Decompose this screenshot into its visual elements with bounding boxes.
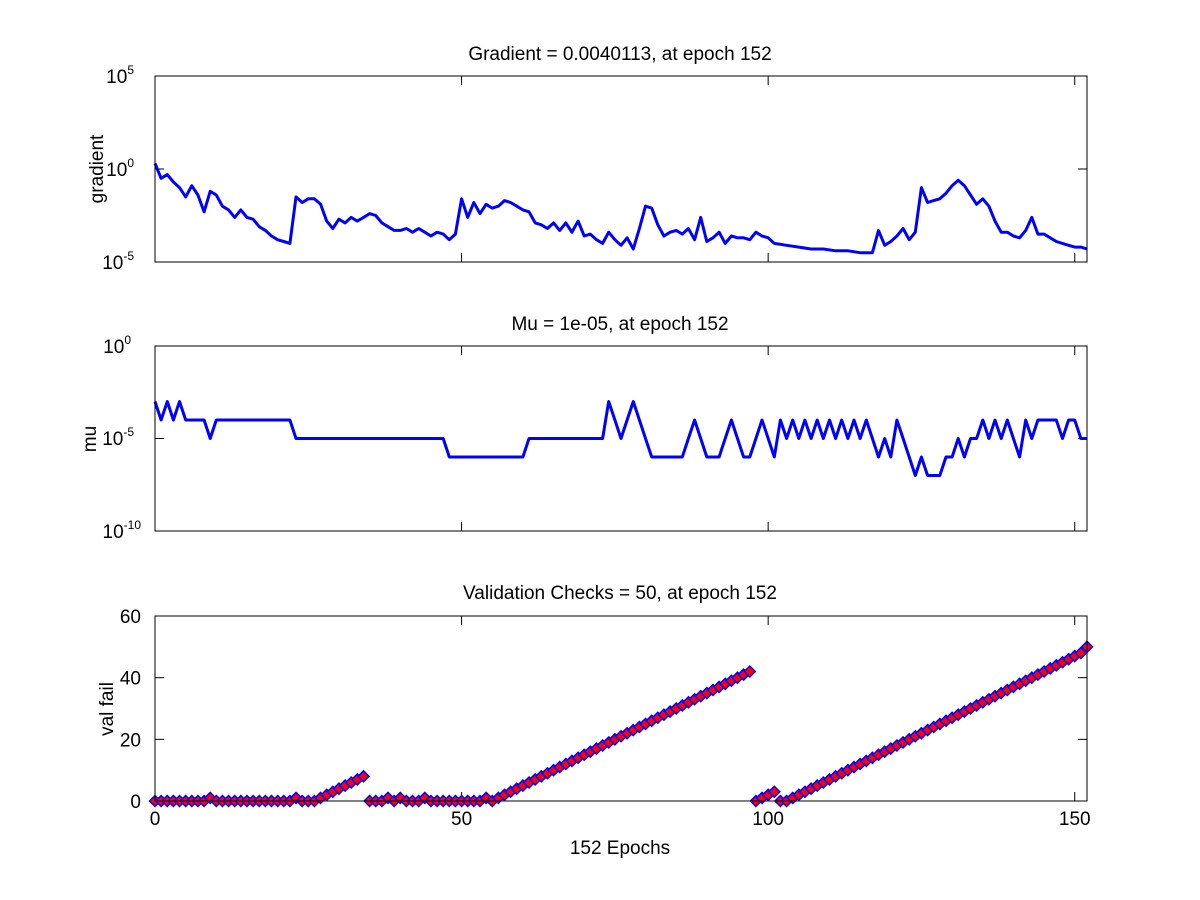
validation-y-tick-labels: 0 20 40 60	[120, 607, 141, 813]
y-tick-label: 40	[120, 669, 141, 690]
y-tick-label: 20	[120, 730, 141, 751]
gradient-axes-box	[154, 75, 1088, 263]
validation-point-marker	[1074, 646, 1088, 660]
validation-xlabel: 152 Epochs	[570, 838, 670, 859]
mu-series-line	[153, 400, 1087, 477]
x-tick-label: 150	[1059, 809, 1091, 830]
gradient-ytick-label-0: 10-5	[102, 249, 134, 274]
mu-ytick-label-2: 100	[103, 333, 131, 358]
mu-y-tick-labels: 10-10 10-5 100	[102, 333, 141, 543]
gradient-ylabel: gradient	[87, 134, 108, 203]
x-tick-label: 50	[451, 809, 472, 830]
gradient-title: Gradient = 0.0040113, at epoch 152	[468, 44, 771, 65]
mu-ylabel: mu	[80, 426, 101, 452]
y-tick-label: 60	[120, 607, 141, 628]
x-tick-label: 100	[752, 809, 784, 830]
mu-panel: Mu = 1e-05, at epoch 152 mu 10-10 10-5 1…	[80, 314, 1088, 543]
validation-axes-box	[154, 615, 1088, 802]
validation-title: Validation Checks = 50, at epoch 152	[463, 583, 777, 604]
validation-point-marker	[743, 664, 757, 679]
gradient-ytick-label-2: 105	[106, 63, 134, 88]
validation-point-marker	[356, 769, 371, 783]
mu-ytick-label-1: 10-5	[102, 425, 134, 450]
validation-x-tick-labels: 0 50 100 150	[150, 809, 1091, 830]
gradient-y-tick-labels: 10-5 100 105	[102, 63, 134, 274]
gradient-series-line	[153, 162, 1088, 255]
gradient-panel: Gradient = 0.0040113, at epoch 152 gradi…	[87, 44, 1088, 274]
mu-title: Mu = 1e-05, at epoch 152	[511, 314, 728, 335]
validation-panel: Validation Checks = 50, at epoch 152 val…	[97, 583, 1094, 859]
validation-point-marker	[767, 785, 781, 799]
mu-axes-box	[154, 345, 1088, 532]
y-tick-label: 0	[130, 792, 141, 813]
mu-ytick-label-0: 10-10	[103, 518, 142, 543]
gradient-ytick-label-1: 100	[106, 156, 134, 181]
validation-ylabel: val fail	[97, 682, 118, 736]
validation-markers	[148, 640, 1094, 808]
x-tick-label: 0	[150, 809, 161, 830]
